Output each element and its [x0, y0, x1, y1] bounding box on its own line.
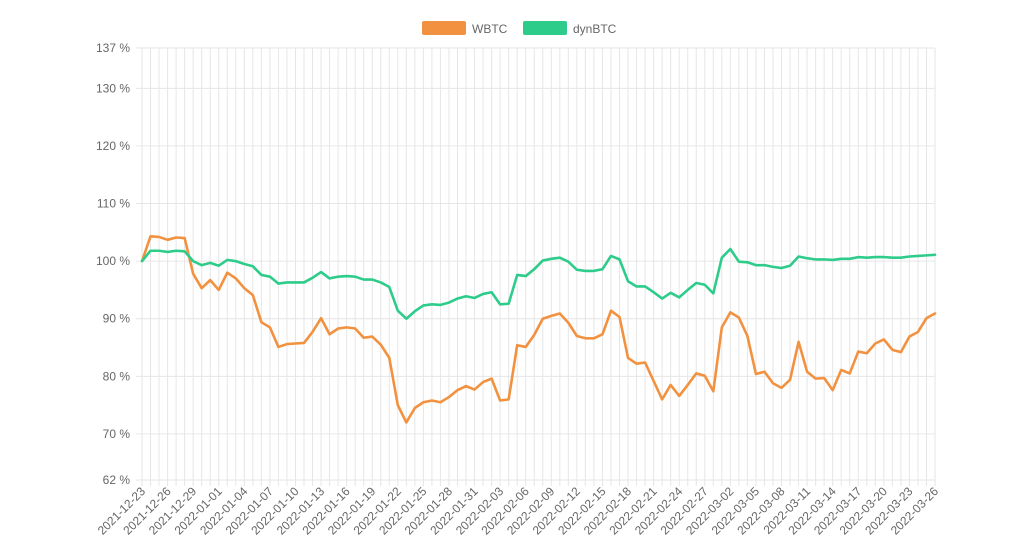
y-tick-label: 90 % [103, 312, 131, 326]
legend-item-wbtc[interactable]: WBTC [422, 21, 508, 36]
y-tick-label: 130 % [96, 81, 130, 95]
y-tick-label: 80 % [103, 369, 131, 383]
y-tick-label: 110 % [97, 197, 130, 211]
y-tick-label: 120 % [96, 139, 130, 153]
series-line-wbtc[interactable] [140, 235, 937, 424]
legend[interactable]: WBTC dynBTC [422, 21, 617, 36]
legend-item-dynbtc[interactable]: dynBTC [523, 21, 617, 36]
series-line-dynbtc[interactable] [140, 247, 937, 321]
grid-lines [136, 47, 936, 486]
legend-label-wbtc: WBTC [472, 22, 508, 36]
legend-swatch-dynbtc [523, 21, 567, 35]
legend-label-dynbtc: dynBTC [573, 22, 617, 36]
y-tick-label: 100 % [96, 254, 130, 268]
axes: 137 % 130 % 120 % 110 % 100 % 90 % 80 % 70 % 62 … [95, 41, 942, 538]
y-tick-label: 62 % [103, 473, 131, 487]
y-tick-label: 70 % [103, 427, 131, 441]
legend-swatch-wbtc [422, 21, 466, 35]
series-lines [140, 235, 937, 424]
y-tick-label: 137 % [96, 41, 130, 55]
